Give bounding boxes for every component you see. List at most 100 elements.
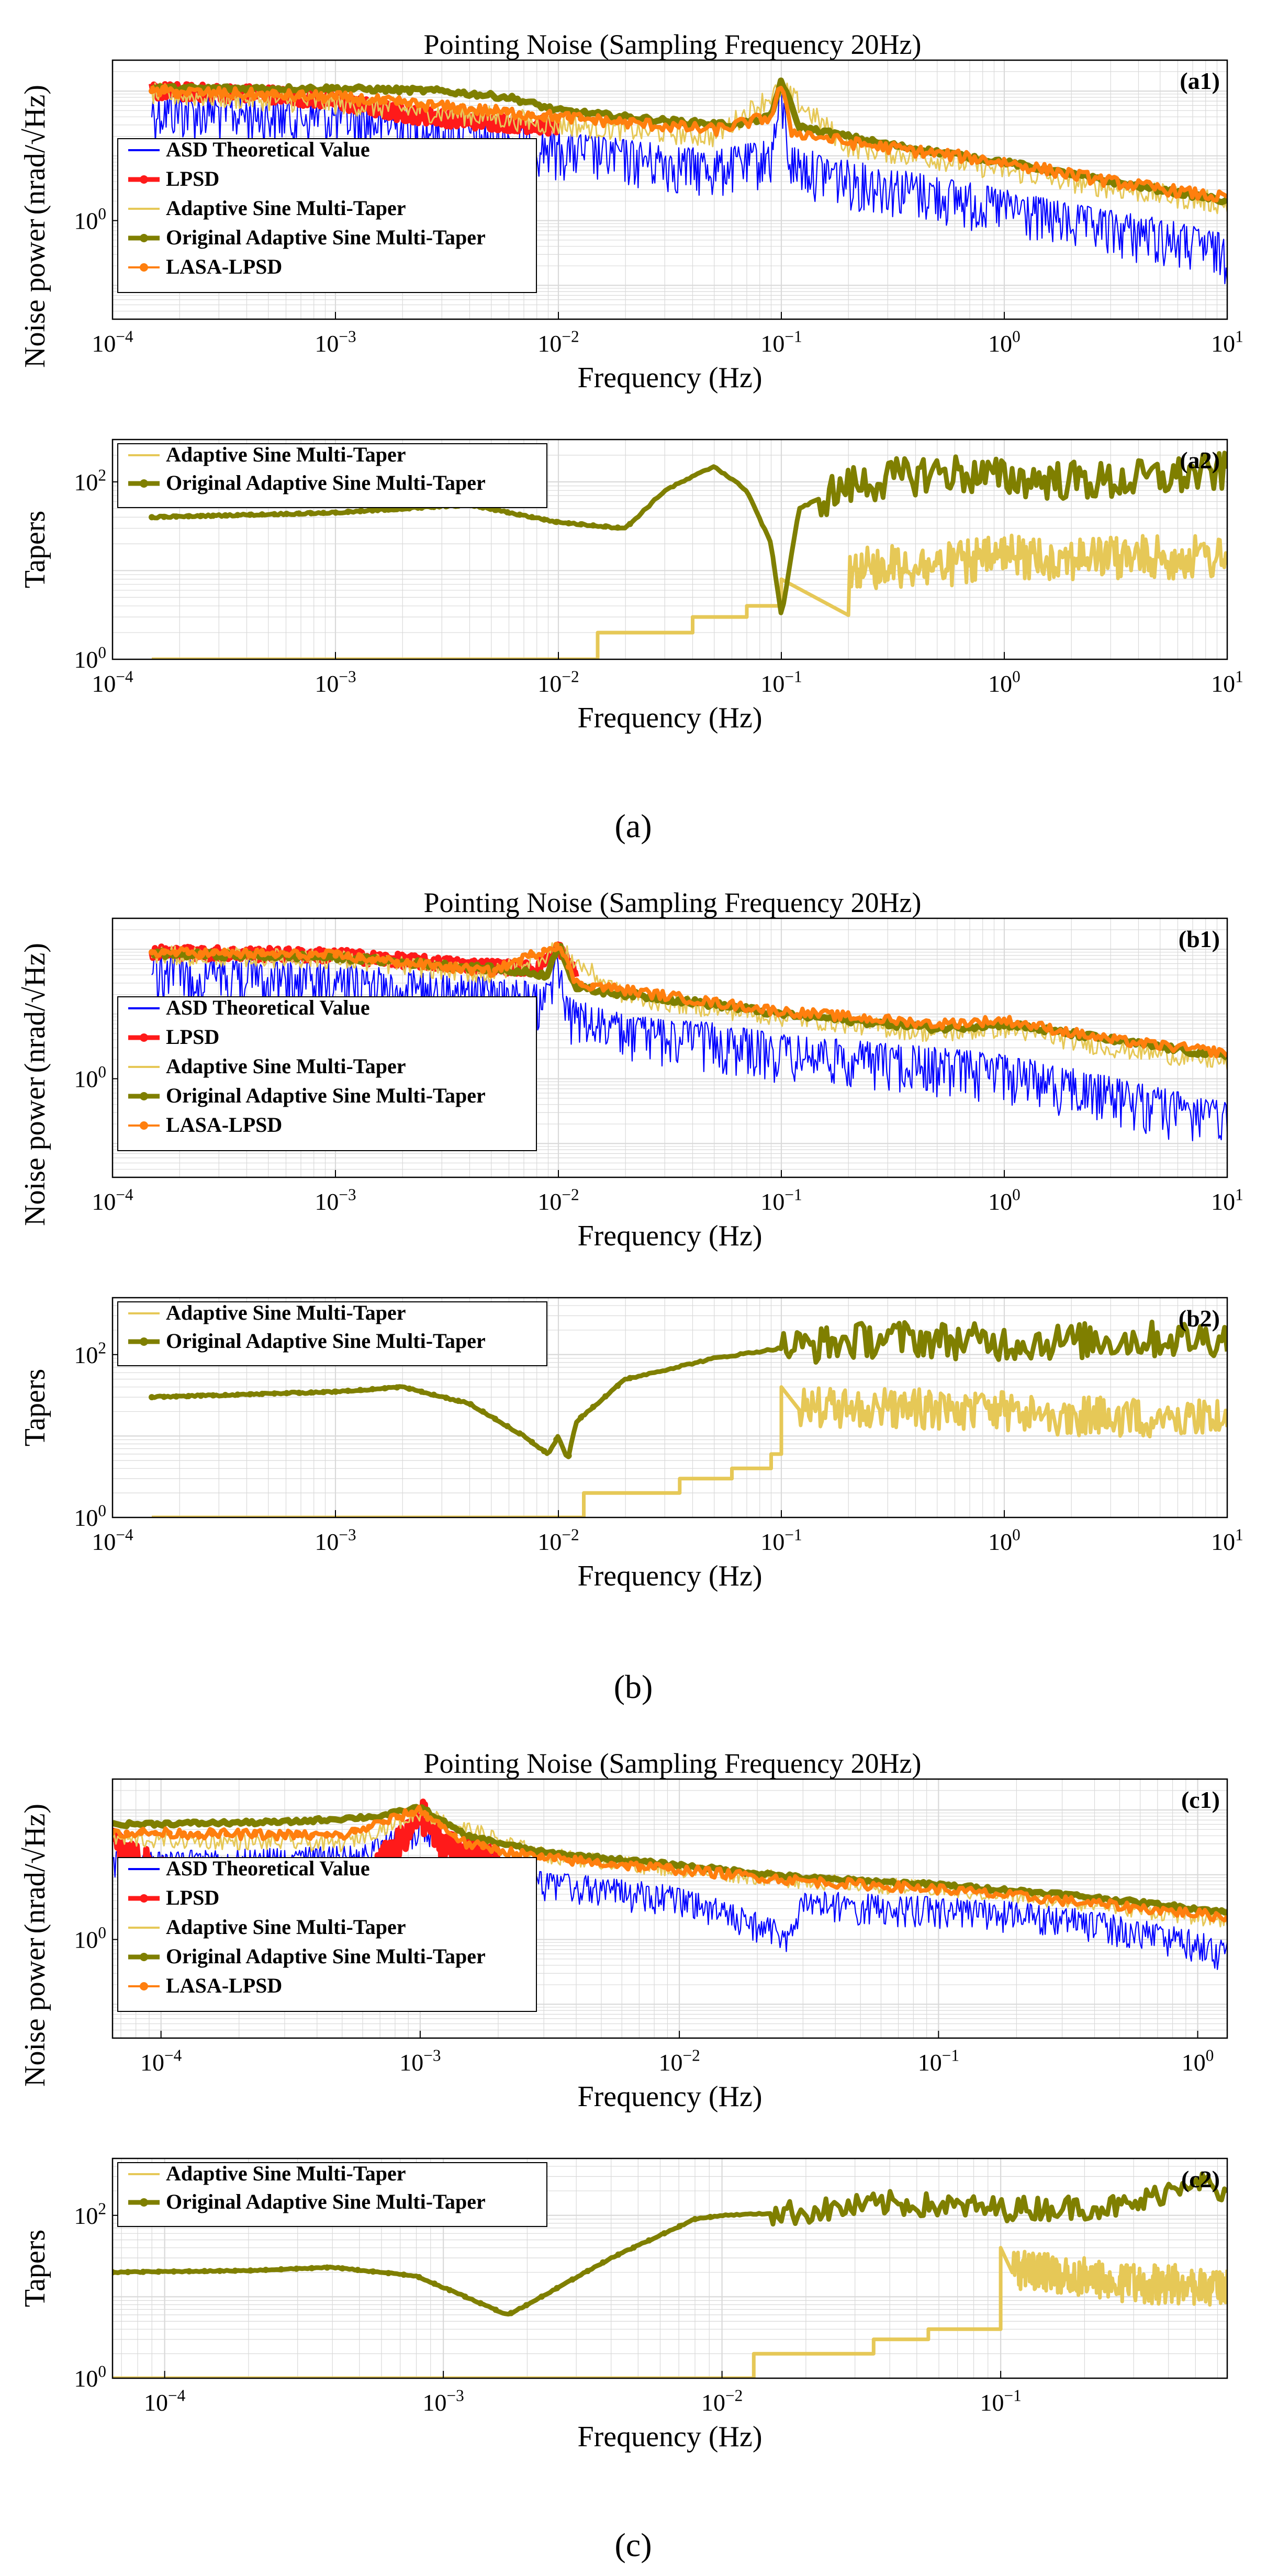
series-line-asd — [113, 1816, 1227, 1970]
chart-c2: 10−4 10−3 10−2 10−1 100 102 (c2) Frequency (Hz)… — [19, 2157, 1228, 2453]
series-marker-oast — [541, 1448, 547, 1455]
series-marker-lasa — [352, 1828, 358, 1835]
y-tick-label: 100 — [74, 1502, 106, 1531]
series-marker-lasa — [181, 1830, 187, 1837]
series-marker-lasa — [594, 1859, 601, 1866]
series-marker-oast — [210, 1392, 217, 1399]
x-tick-label: 10−4 — [144, 2387, 186, 2416]
series-marker-oast — [565, 520, 572, 526]
series-marker-lasa — [271, 951, 278, 958]
series-marker-oast — [113, 2269, 116, 2276]
legend-box — [117, 996, 537, 1151]
x-tick-label: 100 — [988, 668, 1021, 697]
series-marker-lasa — [113, 1829, 116, 1836]
series-marker-lasa — [408, 1809, 415, 1816]
axes-box-a2 — [111, 438, 1228, 660]
series-marker-oast — [477, 2300, 484, 2307]
x-tick-label: 10−3 — [422, 2387, 464, 2416]
series-marker-lasa — [516, 110, 523, 117]
series-marker-oast — [539, 2293, 545, 2300]
series-marker-lasa — [369, 956, 376, 963]
series-marker-oast — [614, 524, 621, 531]
x-tick-label: 10−1 — [760, 1526, 802, 1555]
chart-a1: 10−4 10−3 10−2 10−1 100 101 100 Pointing Noise … — [19, 29, 1243, 394]
chart-title-c1: Pointing Noise (Sampling Frequency 20Hz) — [424, 1748, 922, 1779]
series-marker-lasa — [280, 1831, 287, 1838]
series-marker-lasa — [344, 95, 351, 102]
grid-b2 — [113, 1298, 1227, 1517]
series-marker-lasa — [366, 1824, 373, 1830]
y-tick-label: 100 — [74, 205, 106, 234]
series-marker-lasa — [222, 90, 229, 97]
series-marker-oast — [590, 522, 597, 529]
series-marker-lasa — [259, 92, 265, 98]
y-axis-label-b1: Noise power(nrad/√Hz) — [19, 943, 51, 1226]
series-marker-lasa — [423, 1811, 430, 1818]
series-marker-lasa — [480, 1843, 487, 1850]
series-marker-lasa — [522, 1851, 529, 1858]
series-marker-lasa — [308, 93, 315, 100]
series-marker-oast — [430, 1391, 437, 1398]
x-tick-label: 10−3 — [315, 328, 356, 357]
legend-a1: ASD Theoretical Value LPSD Adaptive Sine M… — [117, 138, 537, 293]
series-marker-lasa — [494, 1846, 501, 1853]
series-marker-lasa — [437, 1821, 444, 1828]
series-marker-oast — [467, 1401, 474, 1408]
x-tick-label: 100 — [988, 1186, 1021, 1215]
series-marker-lasa — [161, 88, 167, 95]
series-marker-lasa — [195, 1830, 201, 1837]
series-marker-oast — [504, 1423, 511, 1430]
series-marker-lasa — [271, 92, 278, 99]
series-marker-lasa — [252, 1831, 259, 1838]
chart-c1: 10−4 10−3 10−2 10−1 100 100 Pointing Noise (Sa… — [19, 1748, 1228, 2113]
x-tick-label: 10−4 — [92, 1526, 133, 1555]
legend-marker-oast — [140, 234, 148, 242]
series-marker-oast — [369, 1386, 376, 1392]
series-marker-oast — [626, 1375, 633, 1381]
series-marker-lasa — [579, 1858, 586, 1865]
series-marker-oast — [324, 2264, 331, 2271]
series-marker-oast — [185, 513, 192, 520]
series-marker-lasa — [467, 106, 474, 113]
series-marker-lasa — [124, 1829, 130, 1836]
legend-marker-lasa — [140, 1121, 148, 1130]
series-marker-lasa — [590, 982, 597, 989]
series-marker-lasa — [455, 965, 462, 972]
series-marker-oast — [626, 521, 633, 527]
series-marker-oast — [416, 2274, 422, 2280]
series-marker-lasa — [529, 952, 535, 959]
series-marker-oast — [492, 2307, 499, 2313]
y-axis-label-a1: Noise power(nrad/√Hz) — [19, 85, 51, 368]
series-marker-lasa — [443, 104, 450, 110]
legend-marker-lasa — [140, 263, 148, 272]
series-marker-oast — [173, 1393, 180, 1400]
series-marker-oast — [369, 2268, 376, 2275]
x-tick-label: 100 — [988, 1526, 1021, 1555]
x-tick-label: 10−2 — [701, 2387, 743, 2416]
series-marker-oast — [197, 1392, 204, 1399]
series-marker-lasa — [296, 93, 302, 99]
y-tick-label: 102 — [74, 466, 106, 495]
series-marker-lasa — [665, 1865, 672, 1872]
series-marker-oast — [446, 2287, 453, 2293]
series-marker-oast — [232, 2267, 239, 2274]
series-marker-lasa — [537, 1854, 544, 1861]
series-marker-lasa — [283, 951, 290, 958]
series-marker-oast — [271, 1390, 278, 1397]
series-marker-lasa — [465, 1841, 472, 1848]
series-marker-oast — [308, 1389, 315, 1396]
legend-marker-lpsd — [140, 1033, 148, 1042]
series-marker-lasa — [149, 88, 155, 95]
legend-label-oast: Original Adaptive Sine Multi-Taper — [166, 1329, 486, 1353]
series-marker-oast — [161, 1393, 167, 1400]
series-marker-lasa — [443, 963, 450, 970]
x-tick-label: 10−3 — [315, 668, 356, 697]
series-marker-lasa — [246, 91, 253, 98]
series-marker-lasa — [622, 1862, 629, 1869]
series-marker-lasa — [320, 952, 327, 959]
series-marker-lasa — [614, 118, 621, 125]
x-tick-label: 10−4 — [92, 1186, 133, 1215]
legend-box — [117, 1857, 537, 2012]
series-marker-lasa — [210, 90, 217, 97]
series-marker-lasa — [418, 102, 425, 108]
